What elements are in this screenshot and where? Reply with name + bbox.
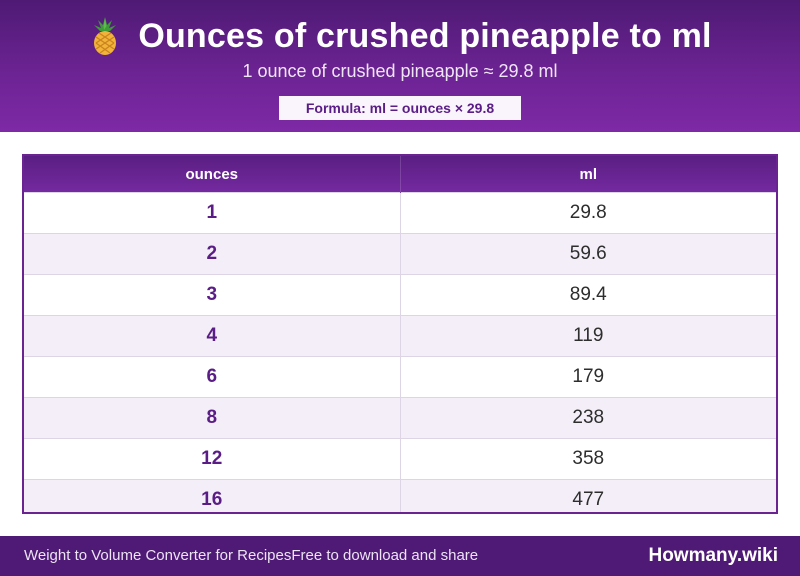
- pineapple-icon: [94, 17, 117, 55]
- footer-caption: Weight to Volume Converter for RecipesFr…: [24, 536, 478, 576]
- table-row: 8 238: [24, 397, 776, 439]
- footer-share-note: Free to download and share: [291, 547, 479, 564]
- column-header-ounces: ounces: [24, 156, 401, 193]
- ml-cell: 358: [400, 438, 776, 480]
- header-banner: Ounces of crushed pineapple to ml 1 ounc…: [0, 0, 800, 132]
- ml-cell: 59.6: [400, 233, 776, 275]
- table-row: 3 89.4: [24, 274, 776, 316]
- ml-cell: 89.4: [400, 274, 776, 316]
- table-row: 2 59.6: [24, 233, 776, 275]
- ml-cell: 238: [400, 397, 776, 439]
- ounces-cell: 2: [24, 233, 401, 275]
- ounces-cell: 3: [24, 274, 401, 316]
- ml-cell: 29.8: [400, 192, 776, 234]
- ml-cell: 179: [400, 356, 776, 398]
- ounces-cell: 16: [24, 479, 401, 512]
- conversion-subtitle: 1 ounce of crushed pineapple ≈ 29.8 ml: [242, 61, 558, 81]
- page-title: Ounces of crushed pineapple to ml: [138, 17, 712, 55]
- table-row: 4 119: [24, 315, 776, 357]
- ounces-cell: 6: [24, 356, 401, 398]
- ml-cell: 119: [400, 315, 776, 357]
- footer-app-name: Weight to Volume Converter for Recipes: [24, 547, 292, 564]
- table-row: 6 179: [24, 356, 776, 398]
- formula-badge: Formula: ml = ounces × 29.8: [279, 96, 521, 120]
- ounces-cell: 12: [24, 438, 401, 480]
- ounces-cell: 8: [24, 397, 401, 439]
- table-header-row: ounces ml: [24, 156, 776, 193]
- conversion-table: ounces ml 1 29.8 2 59.6 3 89.4 4 119 6: [22, 154, 778, 514]
- table-row: 12 358: [24, 438, 776, 480]
- ml-cell: 477: [400, 479, 776, 512]
- column-header-ml: ml: [400, 156, 776, 193]
- table-row: 16 477: [24, 479, 776, 512]
- ounces-cell: 4: [24, 315, 401, 357]
- ounces-cell: 1: [24, 192, 401, 234]
- footer-bar: Weight to Volume Converter for RecipesFr…: [0, 536, 800, 576]
- title-row: Ounces of crushed pineapple to ml: [0, 14, 800, 58]
- table-row: 1 29.8: [24, 192, 776, 234]
- brand-logo[interactable]: Howmany.wiki: [648, 545, 778, 566]
